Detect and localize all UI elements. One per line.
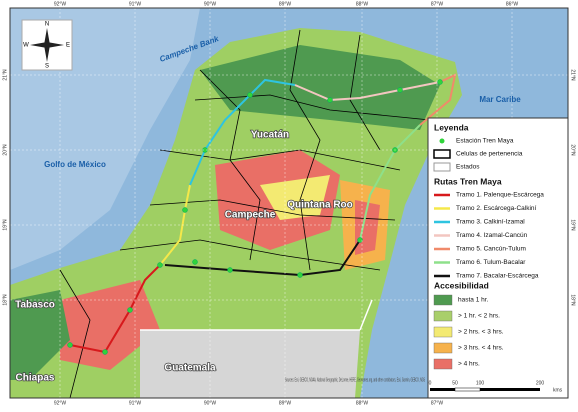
compass-w: W xyxy=(23,43,29,49)
legend-station-symbol xyxy=(439,138,445,144)
legend-states-symbol xyxy=(433,162,451,172)
legend-routes-title: Rutas Tren Maya xyxy=(434,176,502,186)
lat-label: 19°N xyxy=(2,219,8,231)
legend-cells: Celulas de pertenencia xyxy=(456,151,523,158)
legend-access-label: > 3 hrs. < 4 hrs. xyxy=(458,345,504,352)
cells xyxy=(59,29,431,399)
legend-cells-symbol xyxy=(433,149,451,159)
lon-label: 88°W xyxy=(356,1,369,7)
scale-unit: kms xyxy=(553,387,563,393)
legend-states: Estados xyxy=(456,164,480,171)
lat-label: 21°N xyxy=(570,69,576,81)
legend-route-label: Tramo 4. Izamal-Cancún xyxy=(456,232,528,239)
lon-label: 90°W xyxy=(204,1,217,7)
lon-label: 87°W xyxy=(431,400,444,406)
lon-label: 86°W xyxy=(506,1,519,7)
legend-access-swatch xyxy=(433,294,453,306)
compass-s: S xyxy=(45,64,49,70)
lat-label: 18°N xyxy=(2,294,8,306)
legend-route-label: Tramo 3. Calkiní-Izamal xyxy=(456,219,525,226)
legend-access-title: Accesibilidad xyxy=(434,280,489,290)
lon-label: 89°W xyxy=(279,400,292,406)
legend-route-label: Tramo 5. Cancún-Tulum xyxy=(456,246,526,253)
zone-fast2 xyxy=(10,290,70,380)
legend-access-swatch xyxy=(433,342,453,354)
lat-label: 21°N xyxy=(2,69,8,81)
lat-label: 19°N xyxy=(570,219,576,231)
legend-access-swatch xyxy=(433,358,453,370)
legend-access-swatch xyxy=(433,310,453,322)
place-label: Quintana Roo xyxy=(287,200,353,211)
lon-label: 91°W xyxy=(129,400,142,406)
sea-label: Golfo de México xyxy=(44,160,106,169)
scale-seg xyxy=(480,388,540,391)
place-label: Tabasco xyxy=(15,300,55,311)
legend-access-label: > 2 hrs. < 3 hrs. xyxy=(458,329,504,336)
legend-route-label: Tramo 1. Palenque-Escárcega xyxy=(456,192,544,199)
scale-label: 200 xyxy=(536,380,545,386)
scale-seg xyxy=(430,388,455,391)
legend: Leyenda Estación Tren Maya Celulas de pe… xyxy=(427,117,569,399)
lat-label: 18°N xyxy=(570,294,576,306)
shallow-sea xyxy=(10,8,200,270)
source: Sources: Esri, GEBCO, NOAA, National Geo… xyxy=(285,377,425,383)
lon-label: 91°W xyxy=(129,1,142,7)
scale-bar: 0 50 100 200 kms xyxy=(429,380,563,393)
guatemala xyxy=(140,330,360,398)
lon-label: 92°W xyxy=(54,400,67,406)
compass-e: E xyxy=(66,43,70,49)
legend-access-label: > 1 hr. < 2 hrs. xyxy=(458,313,500,320)
scale-seg xyxy=(454,387,481,392)
lon-label: 90°W xyxy=(204,400,217,406)
legend-box xyxy=(427,117,569,399)
place-label: Chiapas xyxy=(16,373,55,384)
place-label: Yucatán xyxy=(251,130,289,141)
place-label: Campeche xyxy=(225,210,276,221)
lon-label: 88°W xyxy=(356,400,369,406)
lat-label: 20°N xyxy=(570,144,576,156)
legend-access-swatch xyxy=(433,326,453,338)
compass: N S E W xyxy=(21,19,73,71)
legend-access-label: hasta 1 hr. xyxy=(458,297,489,304)
scale-label: 100 xyxy=(476,380,485,386)
legend-access-label: > 4 hrs. xyxy=(458,361,480,368)
compass-n: N xyxy=(45,22,49,28)
place-label: Guatemala xyxy=(164,363,216,374)
scale-label: 0 xyxy=(429,380,432,386)
lon-label: 87°W xyxy=(431,1,444,7)
zone-mid xyxy=(260,175,330,220)
sea-label: Mar Caribe xyxy=(479,95,521,104)
legend-station: Estación Tren Maya xyxy=(456,138,514,145)
legend-title: Leyenda xyxy=(434,122,469,132)
stations xyxy=(67,79,443,355)
scale-label: 50 xyxy=(452,380,458,386)
legend-route-label: Tramo 7. Bacalar-Escárcega xyxy=(456,273,539,280)
zone-fast xyxy=(200,45,440,130)
lat-label: 20°N xyxy=(2,144,8,156)
compass-star xyxy=(30,28,64,62)
lon-label: 92°W xyxy=(54,1,67,7)
legend-route-label: Tramo 2. Escárcega-Calkiní xyxy=(456,205,537,212)
lon-label: 89°W xyxy=(279,1,292,7)
legend-route-label: Tramo 6. Tulum-Bacalar xyxy=(456,259,526,266)
